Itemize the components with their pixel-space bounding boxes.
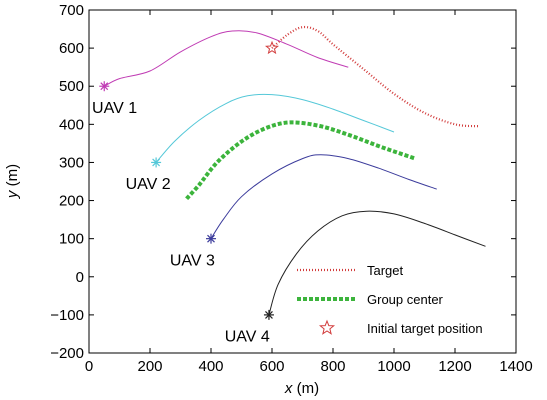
annotation-uav-3: UAV 3 [170,252,215,269]
y-axis-label: y (m) [4,164,21,199]
y-tick-label: 400 [59,116,84,133]
y-tick-label: 700 [59,2,84,19]
annotation-uav-1: UAV 1 [92,100,137,117]
series-line-uav-2 [155,93,395,163]
x-tick-label: 200 [137,358,162,375]
annotation-uav-4: UAV 4 [225,329,270,346]
start-marker-uav-2 [151,157,162,168]
y-tick-label: −100 [50,307,84,324]
x-tick-label: 1400 [499,358,532,375]
x-tick-label: 600 [259,358,284,375]
series-line-uav-4 [268,210,486,316]
y-tick-label: 0 [76,269,84,286]
x-tick-label: 1200 [438,358,471,375]
x-tick-label: 400 [198,358,223,375]
start-marker-uav-4 [263,309,274,320]
series-line-uav-3 [210,154,437,239]
y-tick-label: 300 [59,154,84,171]
legend-swatch-initial-target [318,319,336,335]
y-tick-label: −200 [50,345,84,362]
plot-area [88,9,517,354]
asterisk-stroke [265,310,273,319]
legend-label-target: Target [367,263,404,278]
x-tick-label: 1000 [377,358,410,375]
asterisk-stroke [207,234,215,243]
annotation-uav-2: UAV 2 [126,176,171,193]
series-group [104,25,486,316]
y-tick-label: 500 [59,78,84,95]
legend-label-group-center: Group center [367,292,444,307]
start-marker-uav-3 [206,233,216,244]
y-tick-label: 200 [59,193,84,210]
initial-target-star [265,40,279,55]
series-line-group-center [185,120,416,201]
y-tick-label: 600 [59,40,84,57]
ticks: 0 200 400 600 800 1000 1200 1400 −200 −100 0 100 200… [50,2,532,375]
legend: Target Group center Initial target positio… [297,263,483,336]
annotations: UAV 1 UAV 2 UAV 3 UAV 4 [92,100,270,346]
y-tick-label: 100 [59,231,84,248]
start-marker-uav-1 [99,81,110,92]
series-line-uav-1 [104,30,349,87]
asterisk-stroke [152,158,161,167]
x-axis-label: x (m) [284,380,319,397]
start-markers [99,40,279,320]
asterisk-stroke [100,82,109,91]
legend-label-initial-target-position: Initial target position [367,321,483,336]
x-tick-label: 0 [85,358,93,375]
x-tick-label: 800 [320,358,345,375]
